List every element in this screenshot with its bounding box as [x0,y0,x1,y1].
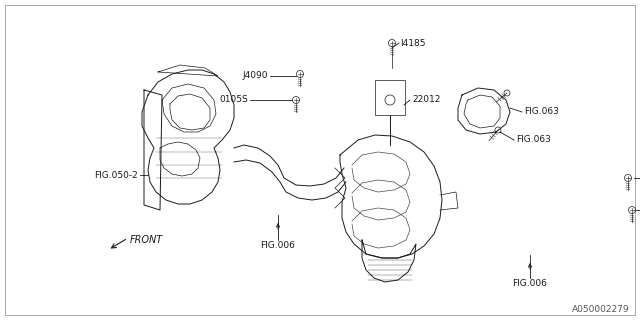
Text: 22012: 22012 [412,95,440,105]
Text: FIG.063: FIG.063 [524,108,559,116]
Text: J4090: J4090 [243,71,268,81]
Text: FIG.006: FIG.006 [513,279,547,289]
Text: I4185: I4185 [400,38,426,47]
Text: FIG.006: FIG.006 [260,242,296,251]
Text: A050002279: A050002279 [572,305,630,314]
Text: 0105S: 0105S [220,95,248,105]
Bar [375,80,405,115]
Text: FRONT: FRONT [130,235,163,245]
Text: FIG.063: FIG.063 [516,135,551,145]
Text: FIG.050-2: FIG.050-2 [94,171,138,180]
